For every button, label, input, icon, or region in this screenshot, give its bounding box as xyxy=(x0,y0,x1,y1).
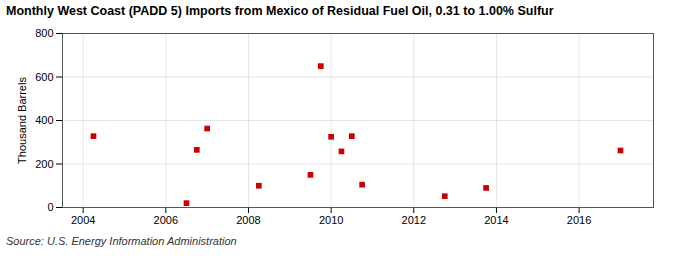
svg-text:200: 200 xyxy=(35,158,53,170)
html-text:Source: U.S. Energy Informatio: Source: U.S. Energy Information Administ… xyxy=(6,235,237,247)
svg-text:400: 400 xyxy=(35,114,53,126)
svg-text:0: 0 xyxy=(47,201,53,213)
svg-text:Thousand Barrels: Thousand Barrels xyxy=(16,77,28,164)
svg-text:800: 800 xyxy=(35,27,53,39)
html-text:Monthly West Coast (PADD 5) Im: Monthly West Coast (PADD 5) Imports from… xyxy=(6,4,554,18)
svg-text:2006: 2006 xyxy=(154,214,178,226)
svg-text:600: 600 xyxy=(35,71,53,83)
svg-text:2010: 2010 xyxy=(319,214,343,226)
svg-text:2012: 2012 xyxy=(402,214,426,226)
svg-text:2014: 2014 xyxy=(484,214,508,226)
svg-text:2004: 2004 xyxy=(71,214,95,226)
svg-text:2008: 2008 xyxy=(236,214,260,226)
svg-text:2016: 2016 xyxy=(567,214,591,226)
